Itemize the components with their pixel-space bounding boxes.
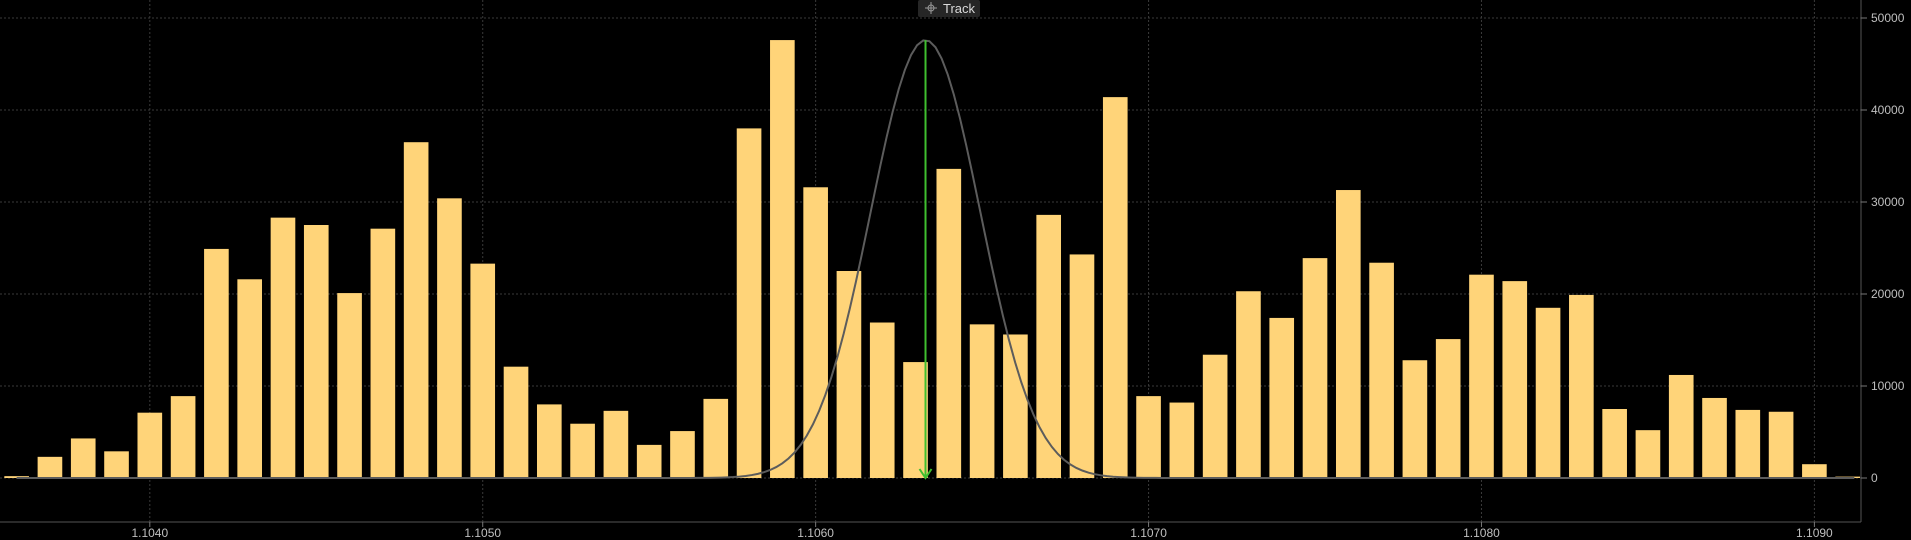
histogram-bar (270, 217, 296, 478)
histogram-bar (437, 198, 462, 478)
histogram-bar (1435, 339, 1461, 478)
histogram-bar (903, 362, 928, 478)
histogram-bar (570, 423, 595, 478)
histogram-bar (237, 279, 263, 478)
marker-arrowhead (918, 468, 933, 480)
histogram-bar (104, 451, 129, 478)
y-tick-label: 10000 (1871, 379, 1905, 393)
histogram-bar (536, 404, 562, 478)
histogram-bar (670, 431, 695, 478)
histogram-bar (70, 438, 96, 478)
histogram-bar (1036, 214, 1062, 478)
x-tick-label: 1.1070 (1130, 526, 1167, 540)
histogram-bar (1635, 430, 1661, 478)
histogram-bar (1702, 397, 1727, 478)
track-button[interactable]: Track (918, 0, 980, 17)
crosshair-icon (925, 2, 937, 14)
histogram-bar (503, 366, 529, 478)
histogram-bar (1069, 254, 1095, 478)
histogram-bar (470, 263, 496, 478)
histogram-bars (4, 40, 1861, 479)
histogram-bar (603, 410, 629, 478)
x-tick-label: 1.1090 (1796, 526, 1833, 540)
histogram-bar (869, 322, 895, 478)
histogram-bar (770, 40, 795, 478)
histogram-bar (1003, 334, 1028, 478)
histogram-bar (1102, 97, 1128, 479)
histogram-bar (1735, 409, 1761, 478)
track-button-label[interactable]: Track (943, 1, 976, 16)
y-axis: 0 10000 20000 30000 40000 50000 (1861, 11, 1905, 485)
x-tick-label: 1.1060 (797, 526, 834, 540)
histogram-bar (1169, 402, 1195, 478)
histogram-bar (370, 228, 396, 478)
price-marker (918, 40, 933, 480)
x-tick-label: 1.1050 (464, 526, 501, 540)
x-tick-label: 1.1080 (1463, 526, 1500, 540)
x-tick-label: 1.1040 (131, 526, 168, 540)
y-tick-label: 30000 (1871, 195, 1905, 209)
histogram-bar (170, 396, 196, 478)
histogram-bar (4, 476, 29, 478)
histogram-bar (1269, 317, 1295, 478)
histogram-bar (1802, 464, 1827, 478)
histogram-bar (969, 324, 995, 478)
histogram-bar (1502, 281, 1528, 478)
histogram-bar (703, 398, 729, 478)
histogram-bar (1469, 274, 1494, 478)
x-axis: 1.1040 1.1050 1.1060 1.1070 1.1080 1.1090 (131, 522, 1833, 540)
histogram-bar (1569, 294, 1594, 478)
histogram-bar (1302, 258, 1328, 478)
y-tick-label: 0 (1871, 471, 1878, 485)
y-tick-label: 20000 (1871, 287, 1905, 301)
histogram-bar (1369, 262, 1394, 478)
histogram-bar (1335, 190, 1361, 479)
distribution-curve (16, 39, 1855, 479)
histogram-bar (1236, 291, 1261, 478)
histogram-bar (1768, 411, 1794, 478)
histogram-bar (1202, 354, 1228, 478)
histogram-bar (736, 128, 762, 478)
track-button-background[interactable] (918, 0, 980, 17)
histogram-bar (1402, 360, 1428, 478)
histogram-bar (1136, 396, 1161, 478)
histogram-bar (1535, 307, 1561, 478)
histogram-bar (303, 225, 329, 478)
histogram-bar (936, 168, 962, 478)
histogram-bar (636, 444, 662, 478)
histogram-bar (1668, 374, 1694, 478)
histogram-bar (204, 248, 229, 478)
histogram-bar (803, 187, 828, 478)
histogram-bar (137, 412, 163, 478)
y-tick-label: 50000 (1871, 11, 1905, 25)
histogram-bar (836, 271, 862, 478)
histogram-bar (403, 142, 429, 478)
histogram-bar (1602, 409, 1627, 478)
histogram-bar (37, 456, 63, 478)
histogram-bar (337, 293, 362, 478)
y-tick-label: 40000 (1871, 103, 1905, 117)
